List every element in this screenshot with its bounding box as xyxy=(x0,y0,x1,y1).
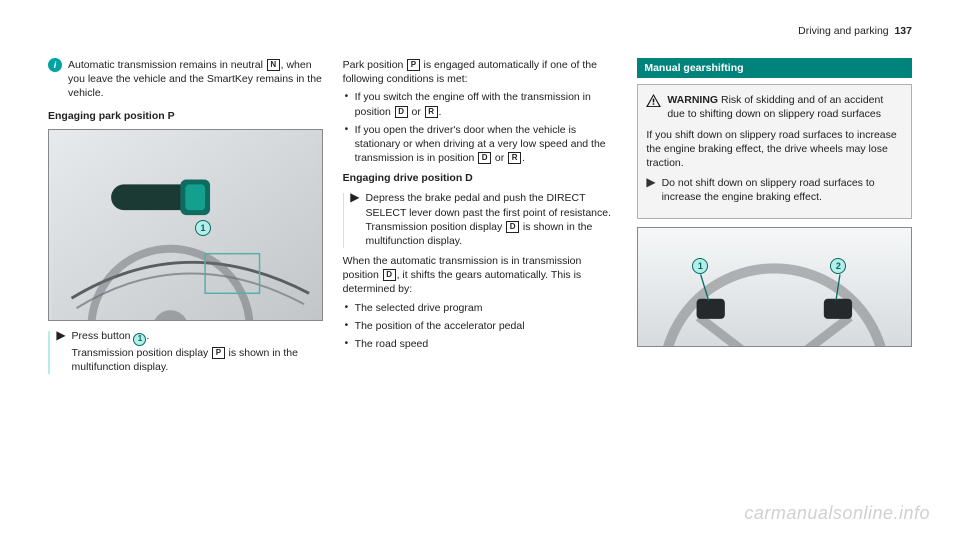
b2b: . xyxy=(522,152,525,164)
list-item: If you open the driver's door when the v… xyxy=(343,123,618,166)
proc-arrow-icon: ▶ xyxy=(646,176,655,204)
proc-arrow-icon: ▶ xyxy=(350,191,359,248)
procd-1: Depress the brake pedal and push the DIR… xyxy=(366,192,612,218)
proc-bar xyxy=(48,331,50,374)
list-item: The road speed xyxy=(343,337,618,351)
list-item: If you switch the engine off with the tr… xyxy=(343,90,618,118)
figure-paddles: 1 2 xyxy=(637,227,912,347)
warning-proc-text: Do not shift down on slippery road surfa… xyxy=(662,176,903,204)
num-circle-1: 1 xyxy=(133,333,146,346)
warning-head-text: WARNING Risk of skidding and of an accid… xyxy=(667,93,903,121)
heading-engage-p: Engaging park position P xyxy=(48,109,323,123)
proc-text: Depress the brake pedal and push the DIR… xyxy=(366,191,618,248)
heading-engage-d: Engaging drive position D xyxy=(343,171,618,185)
gear-p: P xyxy=(212,347,224,359)
gear-d2: D xyxy=(478,152,491,164)
proc-arrow-icon: ▶ xyxy=(56,329,65,374)
list-item: The position of the accelerator pedal xyxy=(343,319,618,333)
gear-n: N xyxy=(267,59,280,71)
proc1-b: . xyxy=(146,330,149,342)
warning-header: WARNING Risk of skidding and of an accid… xyxy=(646,93,903,121)
info-text: Automatic transmission remains in neutra… xyxy=(68,58,323,101)
proc2-a: Transmission position display xyxy=(72,347,212,359)
warning-box: WARNING Risk of skidding and of an accid… xyxy=(637,84,912,219)
procd-2a: Transmission position display xyxy=(366,221,506,233)
gear-r: R xyxy=(425,106,438,118)
content-columns: i Automatic transmission remains in neut… xyxy=(48,58,912,380)
warning-label: WARNING xyxy=(667,94,718,106)
figure2-svg xyxy=(638,228,911,347)
b1m: or xyxy=(409,106,424,118)
para-auto-shift: When the automatic transmission is in tr… xyxy=(343,254,618,297)
gear-d3: D xyxy=(506,221,519,233)
bullet-list-determined: The selected drive program The position … xyxy=(343,301,618,352)
b1a: If you switch the engine off with the tr… xyxy=(355,91,591,117)
header-section: Driving and parking xyxy=(798,25,888,37)
proc-text: Press button 1. Transmission position di… xyxy=(72,329,323,374)
figure-svg xyxy=(49,130,322,320)
procedure-press-button: ▶ Press button 1. Transmission position … xyxy=(48,329,323,374)
gear-d4: D xyxy=(383,269,396,281)
page-header: Driving and parking 137 xyxy=(798,24,912,38)
page-number: 137 xyxy=(894,25,912,37)
gear-d: D xyxy=(395,106,408,118)
info-note: i Automatic transmission remains in neut… xyxy=(48,58,323,101)
column-2: Park position P is engaged automatically… xyxy=(343,58,618,380)
column-1: i Automatic transmission remains in neut… xyxy=(48,58,323,380)
procedure-engage-d: ▶ Depress the brake pedal and push the D… xyxy=(343,191,618,248)
b2m: or xyxy=(492,152,507,164)
proc-bar xyxy=(343,193,345,248)
figure-direct-select: 1 xyxy=(48,129,323,321)
info-icon: i xyxy=(48,58,62,72)
column-3: Manual gearshifting WARNING Risk of skid… xyxy=(637,58,912,380)
section-bar-manual: Manual gearshifting xyxy=(637,58,912,78)
warning-procedure: ▶ Do not shift down on slippery road sur… xyxy=(646,176,903,204)
gear-p2: P xyxy=(407,59,419,71)
watermark: carmanualsonline.info xyxy=(744,501,930,525)
proc1-a: Press button xyxy=(72,330,134,342)
para-park-auto: Park position P is engaged automatically… xyxy=(343,58,618,86)
gear-r2: R xyxy=(508,152,521,164)
list-item: The selected drive program xyxy=(343,301,618,315)
warning-body: If you shift down on slippery road surfa… xyxy=(646,128,903,171)
info-pre: Automatic transmission remains in neutra… xyxy=(68,59,263,71)
bullet-list-conditions: If you switch the engine off with the tr… xyxy=(343,90,618,165)
warning-icon xyxy=(646,94,661,107)
callout-1: 1 xyxy=(195,220,211,236)
p1a: Park position xyxy=(343,59,407,71)
b1b: . xyxy=(439,106,442,118)
